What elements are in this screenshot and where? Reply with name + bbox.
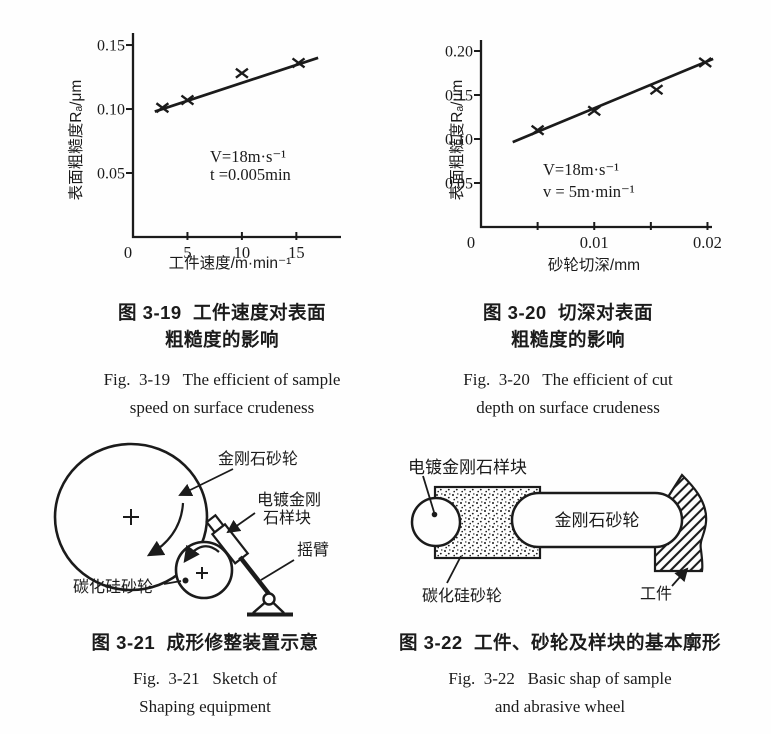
y-tick-label: 0.05 bbox=[445, 176, 473, 193]
leader-dot bbox=[182, 577, 189, 584]
plated-sample-circle bbox=[410, 496, 462, 548]
y-tick-label: 0.10 bbox=[445, 132, 473, 149]
x-tick-label: 0.02 bbox=[693, 233, 722, 252]
caption-en-line: Fig. 3-22 Basic shap of sample bbox=[448, 669, 672, 688]
leader-rocker-arm bbox=[260, 559, 295, 581]
data-point-marker bbox=[530, 124, 545, 136]
data-point-marker bbox=[649, 84, 664, 96]
figure-3-19-caption: 图 3-19 工件速度对表面 粗糙度的影响 Fig. 3-19 The effi… bbox=[52, 299, 392, 422]
caption-en-line: Fig. 3-19 The efficient of sample bbox=[103, 370, 341, 389]
leader-plated-sample bbox=[422, 475, 435, 513]
origin-label: 0 bbox=[467, 233, 475, 252]
pivot-circle bbox=[262, 592, 276, 606]
label-rocker-arm: 摇臂 bbox=[297, 541, 329, 559]
leader-workpiece bbox=[671, 567, 689, 587]
chart-canvas: 0.01 0.02 0 0.05 0.10 0.15 0.20 V=18m·s⁻¹ v = 5m… bbox=[445, 40, 722, 274]
data-point-marker bbox=[698, 56, 712, 68]
x-axis-label: 砂轮切深/mm bbox=[548, 256, 640, 274]
trend-line bbox=[512, 57, 714, 144]
caption-en-line: Shaping equipment bbox=[139, 697, 271, 716]
label-plated-sample: 电镀金刚石样块 bbox=[408, 458, 527, 477]
chart-annotation: v = 5m·min⁻¹ bbox=[543, 182, 635, 201]
caption-cn-line: 图 3-22 工件、砂轮及样块的基本廓形 bbox=[399, 632, 721, 653]
x-tick-label: 15 bbox=[288, 243, 305, 262]
caption-cn-line: 粗糙度的影响 bbox=[164, 329, 279, 350]
data-point-marker bbox=[235, 67, 249, 79]
rocker-arm-line bbox=[238, 555, 271, 596]
caption-cn-line: 图 3-21 成形修整装置示意 bbox=[91, 632, 319, 653]
pivot-legs bbox=[252, 602, 285, 614]
figure-3-21-caption: 图 3-21 成形修整装置示意 Fig. 3-21 Sketch of Shap… bbox=[55, 629, 355, 721]
y-axis-label: 表面粗糙度Rₐ/μm bbox=[67, 80, 85, 201]
leader-diamond-wheel bbox=[178, 468, 234, 497]
caption-cn-line: 粗糙度的影响 bbox=[510, 329, 625, 350]
leader-plated-sample bbox=[226, 512, 256, 534]
chart-annotation: V=18m·s⁻¹ bbox=[210, 147, 286, 166]
y-tick-label: 0.05 bbox=[97, 166, 125, 183]
label-plated-sample-line1: 电镀金刚 bbox=[257, 491, 321, 509]
y-tick-label: 0.10 bbox=[97, 102, 125, 119]
chart-axes bbox=[479, 40, 712, 229]
wheel-center-cross bbox=[123, 509, 139, 525]
label-sic-wheel: 碳化硅砂轮 bbox=[73, 578, 153, 596]
label-diamond-wheel: 金刚石砂轮 bbox=[218, 450, 298, 468]
rotation-arrow-large bbox=[146, 502, 185, 557]
x-tick-label: 10 bbox=[234, 243, 251, 262]
figure-3-22-caption: 图 3-22 工件、砂轮及样块的基本廓形 Fig. 3-22 Basic sha… bbox=[385, 629, 735, 721]
data-point-marker bbox=[180, 94, 195, 106]
y-tick-label: 0.20 bbox=[445, 44, 473, 61]
data-point-marker bbox=[155, 102, 170, 114]
figure-3-20-caption: 图 3-20 切深对表面 粗糙度的影响 Fig. 3-20 The effici… bbox=[408, 299, 728, 422]
chart-annotation: V=18m·s⁻¹ bbox=[543, 160, 619, 179]
figure-3-22-diagram: 金刚石砂轮 电镀金刚石样块 碳化硅砂轮 工件 bbox=[408, 458, 708, 605]
rotation-arrow-small bbox=[183, 544, 220, 564]
chart-axes bbox=[131, 33, 341, 239]
data-point-marker bbox=[587, 105, 601, 117]
caption-cn-line: 图 3-19 工件速度对表面 bbox=[118, 302, 326, 323]
label-sic-wheel: 碳化硅砂轮 bbox=[422, 587, 502, 605]
leader-sic-wheel bbox=[163, 580, 182, 585]
x-axis-label: 工件速度/m·min⁻¹ bbox=[169, 254, 292, 272]
caption-en-line: speed on surface crudeness bbox=[129, 398, 315, 417]
label-workpiece: 工件 bbox=[640, 585, 672, 603]
origin-label: 0 bbox=[124, 243, 132, 262]
x-tick-label: 5 bbox=[183, 243, 191, 262]
caption-en-line: and abrasive wheel bbox=[494, 697, 626, 716]
label-diamond-wheel: 金刚石砂轮 bbox=[555, 511, 640, 530]
wheel-center-cross bbox=[196, 567, 208, 579]
leader-sic-wheel bbox=[446, 555, 462, 584]
y-tick-label: 0.15 bbox=[97, 38, 125, 55]
chart-annotation: t =0.005min bbox=[210, 165, 291, 184]
sic-wheel-circle bbox=[174, 540, 234, 600]
caption-en-line: Fig. 3-21 Sketch of bbox=[132, 669, 278, 688]
figure-3-21-diagram: 金刚石砂轮 电镀金刚 石样块 摇臂 碳化硅砂轮 bbox=[53, 442, 329, 617]
caption-en-line: Fig. 3-20 The efficient of cut bbox=[463, 370, 673, 389]
data-point-marker bbox=[291, 57, 306, 69]
label-plated-sample-line2: 石样块 bbox=[263, 509, 311, 527]
y-axis-label: 表面粗糙度Rₐ/μm bbox=[448, 80, 466, 201]
trend-line bbox=[154, 56, 319, 113]
chart-canvas: 5 10 15 0 0.05 0.10 0.15 V=18m·s⁻¹t =0.005min 工件… bbox=[67, 33, 341, 272]
diamond-wheel-capsule bbox=[510, 491, 684, 549]
y-tick-label: 0.15 bbox=[445, 88, 473, 105]
figure-3-20-chart: 0.01 0.02 0 0.05 0.10 0.15 0.20 V=18m·s⁻¹ v = 5m… bbox=[440, 25, 762, 283]
figure-3-19-chart: 5 10 15 0 0.05 0.10 0.15 V=18m·s⁻¹ t =0.005min 工件… bbox=[40, 30, 390, 282]
caption-cn-line: 图 3-20 切深对表面 bbox=[483, 302, 653, 323]
leader-dot bbox=[431, 511, 438, 518]
caption-en-line: depth on surface crudeness bbox=[476, 398, 660, 417]
x-tick-label: 0.01 bbox=[580, 233, 609, 252]
